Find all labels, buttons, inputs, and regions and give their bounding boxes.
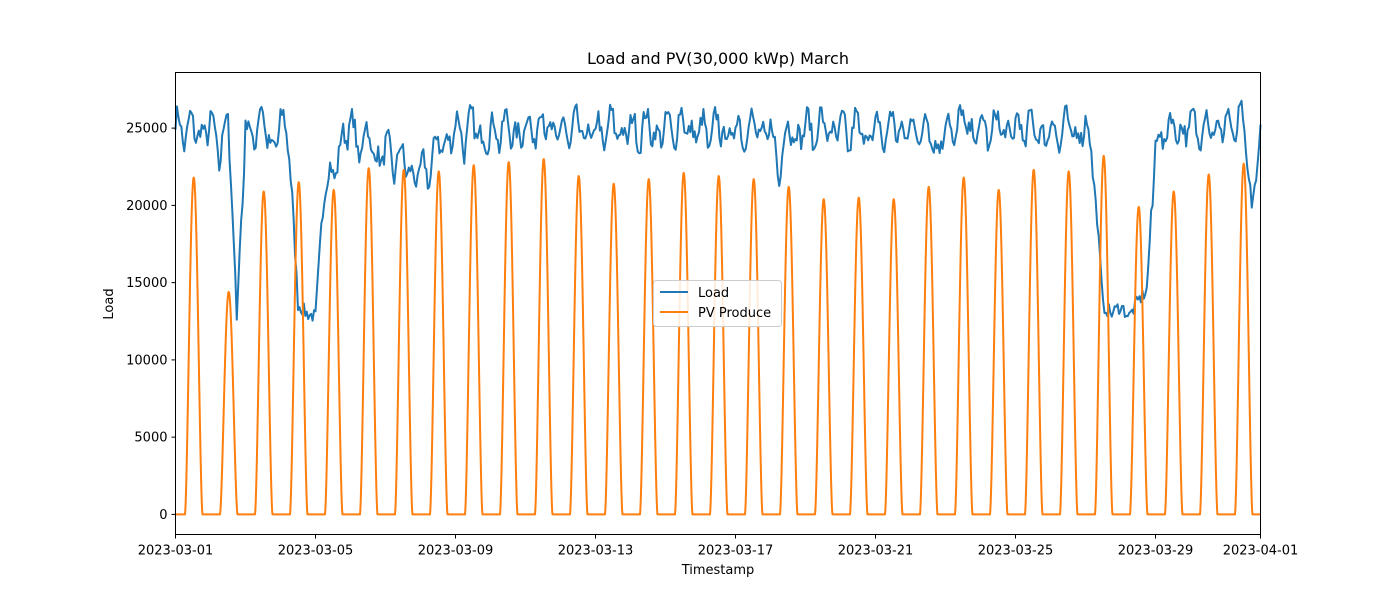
series-line-load xyxy=(174,99,1262,322)
y-tick-label: 25000 xyxy=(126,122,167,137)
y-tick-label: 15000 xyxy=(126,276,167,291)
y-tick-label: 10000 xyxy=(126,353,167,368)
chart-title: Load and PV(30,000 kWp) March xyxy=(587,49,849,68)
x-tick-label: 2023-03-09 xyxy=(418,544,494,559)
y-tick-label: 20000 xyxy=(126,199,167,214)
x-tick-label: 2023-03-13 xyxy=(558,544,634,559)
legend-label-pv: PV Produce xyxy=(698,306,771,321)
x-tick-label: 2023-03-05 xyxy=(278,544,354,559)
y-axis: 0 5000 10000 15000 20000 25000 xyxy=(126,122,176,523)
y-tick-label: 5000 xyxy=(134,431,167,446)
legend-label-load: Load xyxy=(698,286,729,301)
x-tick-label: 2023-04-01 xyxy=(1223,544,1299,559)
plot-border xyxy=(175,72,1261,535)
legend: Load PV Produce xyxy=(653,280,782,327)
series-line-pv-produce xyxy=(175,154,1261,516)
x-tick-label: 2023-03-25 xyxy=(978,544,1054,559)
x-tick-label: 2023-03-29 xyxy=(1118,544,1194,559)
y-tick-label: 0 xyxy=(159,508,167,523)
x-tick-label: 2023-03-21 xyxy=(838,544,914,559)
x-tick-label: 2023-03-17 xyxy=(698,544,774,559)
x-tick-label: 2023-03-01 xyxy=(138,544,214,559)
series-layer xyxy=(174,99,1262,516)
x-axis: 2023-03-01 2023-03-05 2023-03-09 2023-03-13… xyxy=(138,534,1299,559)
y-axis-label: Load xyxy=(102,288,117,319)
x-axis-label: Timestamp xyxy=(681,563,755,578)
